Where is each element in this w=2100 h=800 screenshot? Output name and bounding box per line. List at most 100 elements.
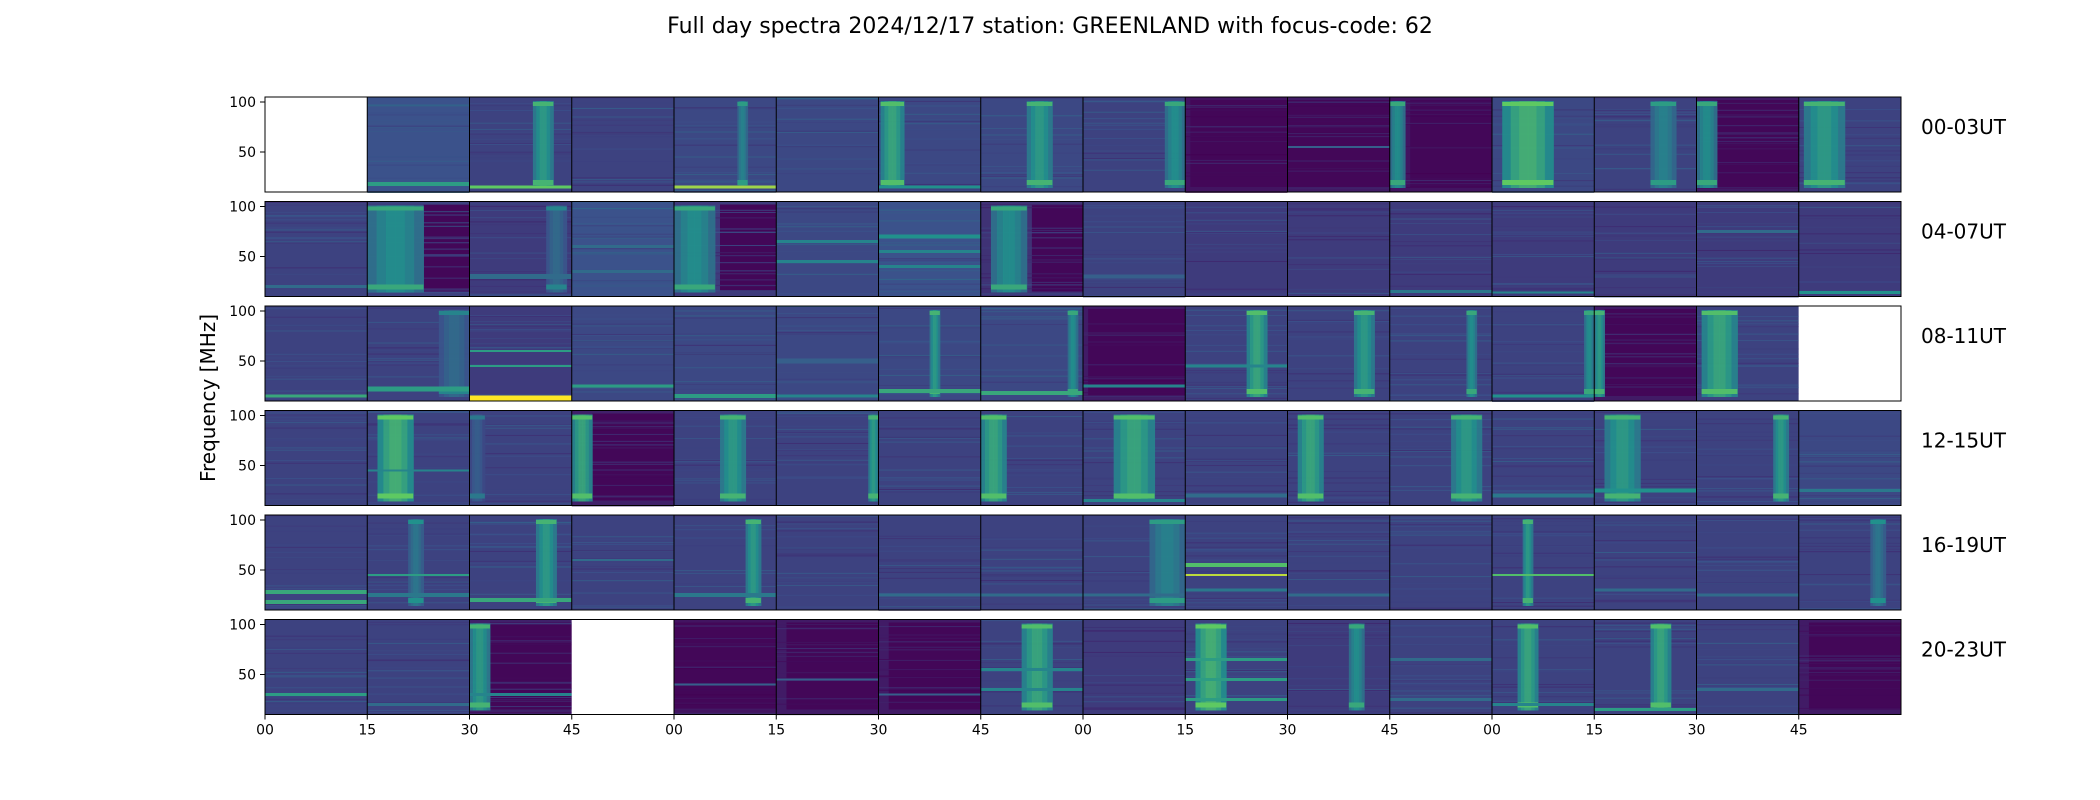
noise-line: [469, 700, 572, 702]
noise-line: [1696, 620, 1799, 622]
noise-line: [1185, 417, 1288, 419]
band-mark: [1185, 678, 1288, 681]
burst-mark: [1529, 519, 1532, 606]
noise-line: [1492, 377, 1595, 379]
burst-mark: [1602, 310, 1605, 397]
burst-mark: [549, 205, 554, 293]
burst-mark: [680, 205, 689, 293]
x-tick-label: 30: [461, 723, 479, 739]
noise-line: [367, 321, 470, 323]
noise-line: [469, 258, 572, 260]
spectrum-background: [1696, 201, 1799, 297]
noise-line: [1083, 158, 1186, 160]
noise-line: [367, 350, 470, 352]
noise-line: [1287, 257, 1390, 259]
noise-line: [878, 489, 981, 491]
noise-line: [1798, 281, 1901, 283]
noise-line: [674, 666, 777, 668]
noise-line: [980, 277, 1083, 279]
noise-line: [571, 605, 674, 607]
noise-line: [1594, 120, 1697, 122]
noise-line: [776, 211, 879, 213]
noise-line: [469, 494, 572, 496]
burst-mark: [1155, 519, 1162, 606]
burst-mark: [1526, 519, 1529, 606]
noise-line: [1389, 241, 1492, 243]
noise-line: [1083, 684, 1186, 686]
noise-line: [776, 168, 879, 170]
noise-line: [1185, 412, 1288, 414]
noise-line: [980, 416, 1083, 418]
noise-line: [776, 244, 879, 246]
noise-line: [1594, 559, 1697, 561]
noise-line: [1185, 243, 1288, 245]
band-mark: [674, 683, 777, 686]
burst-mark: [1466, 310, 1469, 397]
spectrum-panel: [1287, 410, 1390, 506]
noise-line: [776, 677, 879, 679]
noise-line: [1696, 365, 1799, 367]
spectrum-panel: [1287, 619, 1390, 715]
noise-line: [1492, 415, 1595, 417]
noise-line: [674, 339, 777, 341]
noise-line: [469, 205, 572, 207]
noise-line: [1389, 675, 1492, 677]
noise-line: [1594, 640, 1697, 642]
noise-line: [1492, 283, 1595, 285]
noise-line: [571, 426, 674, 428]
noise-line: [469, 681, 572, 683]
burst-mark: [1659, 101, 1664, 188]
noise-line: [1594, 692, 1697, 694]
noise-line: [1492, 626, 1595, 628]
burst-mark: [415, 519, 419, 606]
spectrum-background: [1594, 201, 1697, 297]
spectrum-panel: [1184, 306, 1288, 401]
spectrum-background: [1185, 515, 1288, 610]
noise-line: [469, 110, 572, 112]
noise-line: [1389, 683, 1492, 685]
noise-line: [878, 637, 981, 639]
y-tick-label: 50: [238, 668, 256, 684]
burst-mark: [1531, 519, 1534, 606]
noise-line: [1083, 556, 1186, 558]
noise-line: [1083, 538, 1186, 540]
noise-line: [674, 528, 777, 530]
noise-line: [1185, 141, 1288, 143]
noise-line: [674, 335, 777, 337]
noise-line: [571, 469, 674, 471]
burst-mark: [1351, 623, 1355, 711]
burst-mark: [1719, 310, 1726, 397]
noise-line: [1083, 295, 1186, 297]
noise-line: [1287, 555, 1390, 557]
noise-line: [1389, 449, 1492, 451]
noise-line: [1185, 546, 1288, 548]
noise-line: [1287, 517, 1390, 519]
band-mark: [1594, 488, 1697, 493]
spectrum-panel: [1184, 515, 1288, 610]
burst-mark: [476, 623, 481, 711]
noise-line: [878, 283, 981, 285]
noise-line: [1594, 111, 1697, 113]
x-tick-label: 30: [870, 723, 888, 739]
noise-line: [469, 270, 572, 272]
noise-line: [674, 398, 777, 400]
noise-line: [1696, 547, 1799, 549]
noise-line: [367, 495, 470, 497]
noise-line: [1594, 213, 1697, 215]
burst-peak: [1584, 311, 1595, 315]
noise-line: [367, 411, 470, 413]
x-tick-label: 00: [1074, 723, 1092, 739]
noise-line: [1594, 486, 1697, 488]
noise-line: [1492, 428, 1595, 430]
band-mark: [367, 182, 470, 186]
noise-line: [1696, 503, 1799, 505]
spectrum-panel: [1082, 515, 1186, 610]
noise-line: [1492, 518, 1595, 520]
noise-line: [1287, 667, 1390, 669]
spectrum-panel: [366, 97, 470, 193]
noise-line: [1696, 148, 1799, 150]
spectrum-background: [674, 97, 777, 192]
band-mark: [1798, 489, 1901, 492]
noise-line: [1696, 677, 1799, 679]
noise-line: [1389, 123, 1492, 125]
